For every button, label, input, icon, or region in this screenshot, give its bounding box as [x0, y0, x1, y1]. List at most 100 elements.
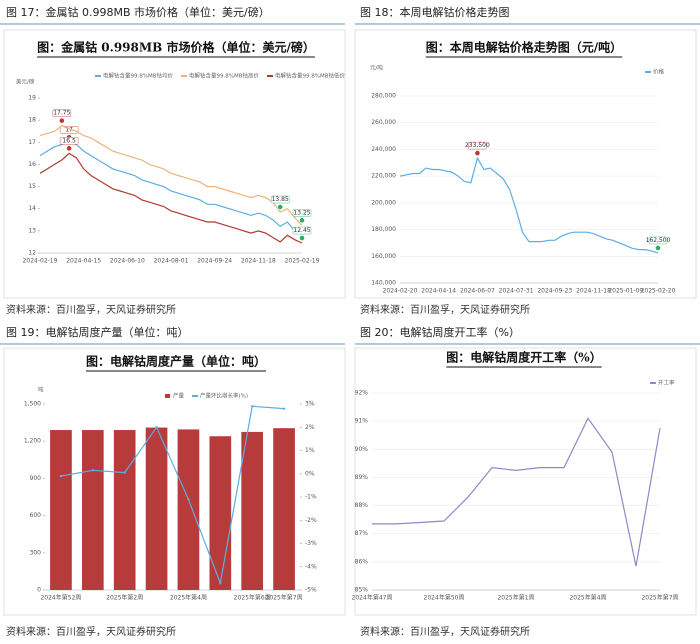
y-tick-label: 19 [28, 95, 36, 102]
legend-label: 电解钴含量99.8%MB钴高价 [189, 72, 259, 80]
annotation-box [270, 195, 290, 204]
series-line [399, 156, 659, 254]
bar [50, 430, 72, 590]
y-tick-label: 1,200 [24, 438, 41, 445]
series-line [39, 125, 303, 226]
x-tick-label: 2025年第7周 [266, 594, 303, 602]
x-tick-label: 2025-01-09 [608, 288, 643, 295]
source: 资料来源：百川盈孚，天风证券研究所 [360, 625, 530, 638]
figure-caption: 图 18：本周电解钴价格走势图 [360, 5, 510, 19]
y2-tick-label: 3% [305, 401, 315, 408]
source: 资料来源：百川盈孚，天风证券研究所 [360, 303, 530, 316]
point [59, 474, 63, 478]
y2-tick-label: -1% [305, 494, 317, 501]
series-line [372, 417, 661, 567]
chart-frame [354, 29, 697, 299]
y-tick-label: 88% [355, 502, 369, 509]
y-unit: 元/吨 [370, 64, 383, 72]
annotation-box [648, 236, 668, 245]
x-tick-label: 2025年第1周 [497, 594, 534, 602]
y-tick-label: 16 [28, 161, 36, 168]
bar [209, 436, 232, 590]
y-tick-label: 1,500 [24, 401, 41, 408]
x-tick-label: 2024-09-23 [537, 288, 572, 295]
y2-tick-label: -2% [305, 517, 317, 524]
annotation-pin [474, 150, 481, 157]
y-tick-label: 0 [37, 587, 41, 594]
bar [81, 430, 104, 590]
y-tick-label: 14 [28, 205, 36, 212]
x-tick-label: 2024年第50周 [424, 594, 465, 602]
point [91, 469, 95, 472]
annotation: 16.5 [62, 137, 76, 144]
x-tick-label: 2024-04-15 [66, 258, 101, 265]
y-tick-label: 13 [28, 227, 36, 234]
legend-label: 产量 [173, 392, 185, 400]
annotation-box [59, 126, 79, 134]
y-tick-label: 240,000 [371, 146, 396, 153]
y2-tick-label: 0% [305, 470, 315, 477]
series-line [39, 152, 303, 244]
y-tick-label: 260,000 [371, 119, 396, 126]
x-tick-label: 2024-04-14 [421, 288, 456, 295]
chart-frame [3, 29, 346, 299]
x-tick-label: 2024年第47周 [352, 594, 393, 602]
y-tick-label: 140,000 [371, 280, 396, 287]
point [219, 581, 222, 585]
annotation: 17 [65, 126, 73, 133]
y-tick-label: 90% [355, 446, 369, 453]
x-tick-label: 2024年第52周 [40, 594, 81, 602]
legend-label: 电解钴含量99.8%MB钴均价 [103, 72, 173, 80]
y-tick-label: 18 [28, 117, 36, 124]
bar [177, 429, 200, 590]
y-tick-label: 12 [28, 250, 36, 257]
annotation: 12.45 [293, 227, 310, 234]
point [187, 498, 190, 501]
annotation-pin [299, 217, 305, 224]
x-tick-label: 2024-02-19 [23, 258, 58, 265]
x-tick-label: 2024-07-31 [499, 288, 534, 295]
y-tick-label: 200,000 [371, 199, 396, 206]
figure-caption: 图 19：电解钴周度产量（单位：吨） [6, 325, 189, 339]
chart-frame [354, 347, 697, 616]
source: 资料来源：百川盈孚，天风证券研究所 [6, 303, 176, 316]
x-tick-label: 2025-02-20 [641, 288, 676, 295]
x-tick-label: 2024-02-20 [383, 288, 418, 295]
x-tick-label: 2025年第4周 [170, 594, 207, 602]
chart-title: 图：电解钴周度产量（单位：吨） [86, 354, 266, 369]
y2-tick-label: 2% [305, 424, 315, 431]
x-tick-label: 2024-11-18 [576, 288, 611, 295]
y-tick-label: 17 [28, 139, 36, 146]
annotation-box [292, 209, 312, 217]
x-tick-label: 2025年第4周 [569, 594, 606, 602]
chart-title: 图：本周电解钴价格走势图（元/吨） [426, 40, 622, 55]
annotation: 17.75 [53, 110, 70, 117]
x-tick-label: 2025年第6周 [234, 594, 271, 602]
annotation-pin [58, 117, 65, 124]
chart-title: 图：电解钴周度开工率（%） [446, 350, 601, 365]
legend-label: 产量环比增长率(%) [200, 392, 248, 400]
y-tick-label: 900 [30, 475, 42, 482]
x-tick-label: 2024-11-18 [241, 258, 276, 265]
y-tick-label: 92% [355, 390, 369, 397]
x-tick-label: 2025年第7周 [641, 594, 678, 602]
y2-tick-label: -5% [305, 587, 317, 594]
figure-caption: 图 17：金属钴 0.998MB 市场价格（单位：美元/磅） [6, 5, 270, 19]
legend-swatch [165, 394, 170, 398]
legend-label: 价格 [653, 68, 665, 76]
y-tick-label: 91% [355, 418, 369, 425]
annotation: 13.25 [293, 209, 310, 216]
bar [241, 431, 264, 590]
y-tick-label: 160,000 [371, 253, 396, 260]
y-tick-label: 600 [30, 512, 42, 519]
series-line [39, 141, 303, 235]
annotation-pin [66, 145, 73, 152]
legend-label: 开工率 [658, 379, 675, 387]
y-tick-label: 85% [355, 587, 369, 594]
y2-tick-label: -4% [305, 563, 317, 570]
y-unit: 吨 [38, 386, 44, 394]
bar [273, 428, 295, 590]
annotation-pin [277, 204, 284, 210]
bar [113, 430, 136, 590]
